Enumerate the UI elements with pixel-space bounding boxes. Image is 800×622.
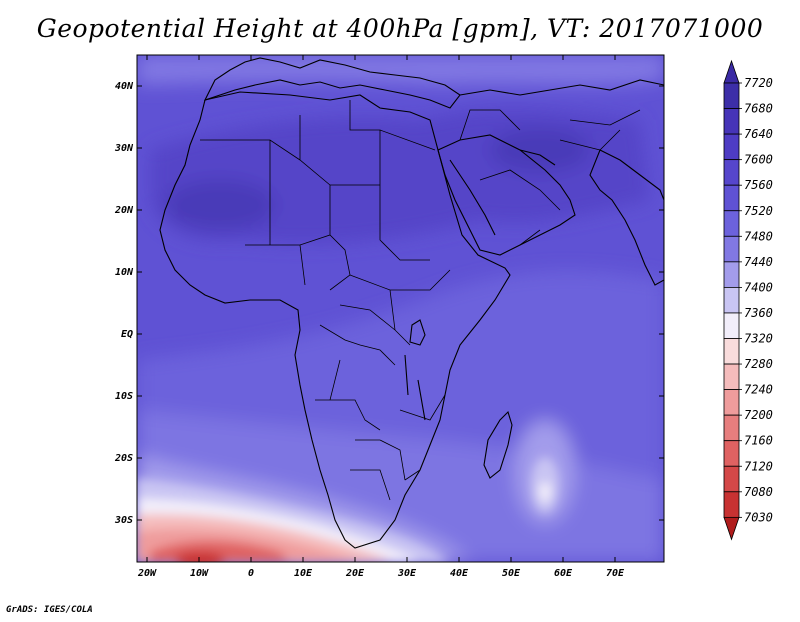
- colorbar-swatch: [723, 312, 740, 339]
- colorbar-swatch: [723, 261, 740, 288]
- colorbar-bottom-arrow: [723, 516, 740, 541]
- europe-coast: [203, 57, 461, 109]
- lon-tick-label: 50E: [502, 568, 521, 579]
- lat-tick-label: 30N: [114, 143, 134, 154]
- colorbar-swatch: [723, 82, 740, 109]
- colorbar-swatch: [723, 363, 740, 390]
- lon-tick-label: 40E: [450, 568, 469, 579]
- lon-tick-label: 30E: [397, 568, 417, 579]
- arabia-coast: [437, 134, 576, 256]
- longitude-axis: 20W 10W 0 10E 20E 30E 40E 50E 60E 70E: [137, 55, 625, 579]
- colorbar-label: 7480: [744, 229, 773, 243]
- lon-tick-label: 10W: [190, 568, 209, 579]
- colorbar-label: 7520: [744, 204, 773, 218]
- map-frame: [136, 54, 665, 563]
- colorbar-label: 7400: [744, 280, 773, 294]
- red-sea-coast: [449, 159, 496, 236]
- madagascar-coast: [483, 410, 513, 479]
- lon-tick-label: 60E: [554, 568, 573, 579]
- colorbar-label: 7080: [744, 485, 773, 499]
- field-7080-south: [175, 552, 225, 562]
- colorbar-swatch: [723, 389, 740, 416]
- colorbar-label: 7360: [744, 306, 773, 320]
- field-7640-west: [165, 180, 275, 230]
- colorbar-label: 7720: [744, 76, 773, 90]
- colorbar-label: 7200: [744, 408, 773, 422]
- lon-tick-label: 10E: [294, 568, 313, 579]
- field-7480-north: [137, 55, 664, 85]
- latitude-axis: 40N 30N 20N 10N EQ 10S 20S 30S: [114, 81, 664, 526]
- lake-victoria: [409, 319, 426, 346]
- colorbar-swatch: [723, 440, 740, 467]
- asia-borders: [459, 109, 641, 246]
- colorbar-label: 7240: [744, 383, 773, 397]
- lat-tick-label: 30S: [114, 515, 133, 526]
- colorbar-swatch: [723, 414, 740, 442]
- grads-credit: GrADS: IGES/COLA: [6, 605, 93, 615]
- colorbar-label: 7280: [744, 357, 773, 371]
- lon-tick-label: 70E: [606, 568, 625, 579]
- field-7640: [490, 128, 590, 172]
- colorbar-label: 7600: [744, 153, 773, 167]
- map-title: Geopotential Height at 400hPa [gpm], VT:…: [36, 14, 764, 43]
- colorbar-swatch: [723, 159, 740, 186]
- gulf-coast: [519, 149, 556, 166]
- lon-tick-label: 20E: [345, 568, 365, 579]
- lat-tick-label: 40N: [115, 81, 134, 92]
- colorbar-swatch: [723, 184, 740, 212]
- lat-tick-label: EQ: [121, 329, 133, 340]
- colorbar-label: 7320: [744, 332, 773, 346]
- colorbar-swatch: [723, 108, 740, 135]
- colorbar-label: 7120: [744, 459, 773, 473]
- height-field: [137, 55, 664, 562]
- colorbar-label: 7560: [744, 178, 773, 192]
- colorbar-swatch: [723, 133, 740, 161]
- india-coast: [589, 149, 664, 286]
- colorbar-label: 7030: [744, 510, 773, 524]
- colorbar-swatch: [723, 286, 740, 314]
- colorbar-label: 7680: [744, 102, 773, 116]
- colorbar-swatch: [723, 235, 740, 263]
- field-7360-center: [539, 482, 551, 502]
- lon-tick-label: 0: [248, 568, 254, 579]
- borders: [200, 100, 641, 501]
- colorbar-label: 7160: [744, 434, 773, 448]
- lat-tick-label: 20S: [114, 453, 133, 464]
- lon-tick-label: 20W: [137, 568, 157, 579]
- lat-tick-label: 10N: [115, 267, 134, 278]
- lat-tick-label: 20N: [114, 205, 134, 216]
- colorbar-swatch: [723, 491, 740, 518]
- rift-lakes: [404, 354, 426, 421]
- colorbar-label: 7440: [744, 255, 773, 269]
- colorbar: 7720 7680 7640 7600 7560 7520 7480 7440 7400 7360…: [723, 59, 773, 541]
- asia-coast: [459, 79, 664, 96]
- country-borders: [200, 100, 451, 501]
- colorbar-label: 7640: [744, 127, 773, 141]
- coastlines: [159, 57, 664, 549]
- lat-tick-label: 10S: [115, 391, 133, 402]
- colorbar-swatch: [723, 465, 740, 493]
- colorbar-swatch: [723, 338, 740, 365]
- colorbar-swatch: [723, 210, 740, 237]
- colorbar-top-arrow: [723, 59, 740, 84]
